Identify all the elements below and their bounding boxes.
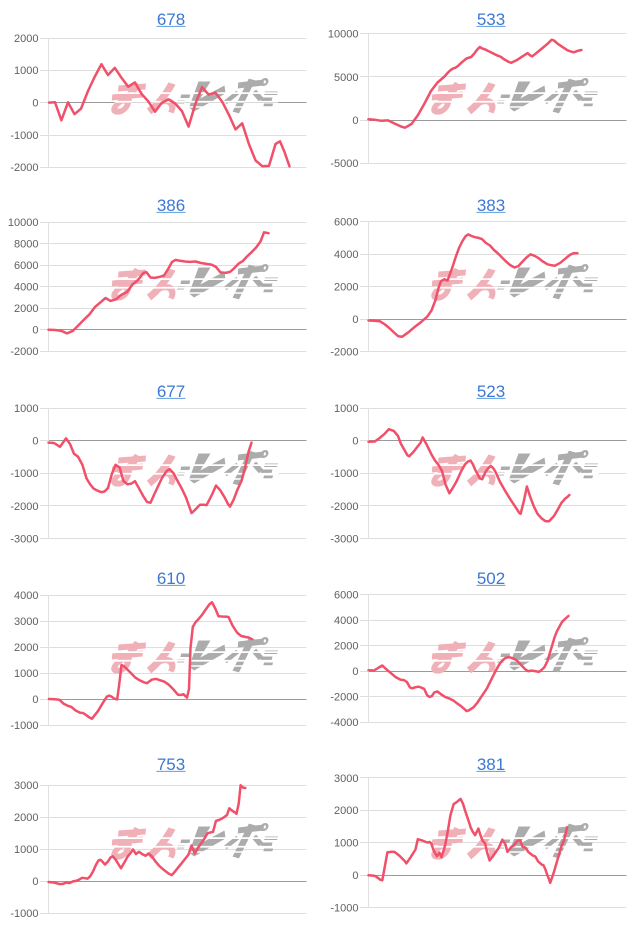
svg-text:-2000: -2000	[10, 346, 38, 358]
svg-text:0: 0	[352, 314, 358, 326]
svg-text:610: 610	[157, 569, 185, 588]
svg-text:-4000: -4000	[330, 717, 358, 729]
svg-text:1000: 1000	[334, 838, 358, 850]
svg-text:3000: 3000	[14, 616, 38, 628]
svg-text:1000: 1000	[334, 403, 358, 415]
svg-text:-2000: -2000	[330, 501, 358, 513]
svg-text:-1000: -1000	[10, 130, 38, 142]
svg-text:2000: 2000	[14, 812, 38, 824]
svg-text:0: 0	[32, 876, 38, 888]
svg-text:0: 0	[352, 666, 358, 678]
svg-text:2000: 2000	[334, 805, 358, 817]
svg-text:1000: 1000	[14, 844, 38, 856]
svg-text:678: 678	[157, 10, 185, 29]
svg-text:-2000: -2000	[330, 692, 358, 704]
svg-text:2000: 2000	[14, 303, 38, 315]
svg-text:0: 0	[352, 436, 358, 448]
svg-text:-1000: -1000	[10, 908, 38, 920]
svg-text:10000: 10000	[328, 29, 359, 41]
svg-text:-3000: -3000	[10, 533, 38, 545]
svg-text:4000: 4000	[14, 282, 38, 294]
svg-text:2000: 2000	[14, 642, 38, 654]
svg-text:0: 0	[352, 870, 358, 882]
svg-text:-2000: -2000	[330, 346, 358, 358]
svg-text:0: 0	[32, 436, 38, 448]
svg-text:383: 383	[477, 196, 505, 215]
svg-text:753: 753	[157, 755, 185, 774]
svg-text:1000: 1000	[14, 65, 38, 77]
svg-text:6000: 6000	[334, 590, 358, 602]
svg-text:-1000: -1000	[10, 468, 38, 480]
svg-text:2000: 2000	[334, 641, 358, 653]
svg-text:381: 381	[477, 755, 505, 774]
svg-text:10000: 10000	[8, 217, 39, 229]
svg-text:6000: 6000	[14, 260, 38, 272]
svg-text:502: 502	[477, 569, 505, 588]
svg-text:-1000: -1000	[330, 468, 358, 480]
svg-text:5000: 5000	[334, 72, 358, 84]
svg-text:6000: 6000	[334, 216, 358, 228]
svg-text:523: 523	[477, 382, 505, 401]
svg-text:677: 677	[157, 382, 185, 401]
svg-text:2000: 2000	[14, 33, 38, 45]
svg-text:1000: 1000	[14, 668, 38, 680]
svg-text:-1000: -1000	[330, 902, 358, 914]
svg-text:8000: 8000	[14, 239, 38, 251]
svg-text:-2000: -2000	[10, 162, 38, 174]
svg-text:4000: 4000	[334, 249, 358, 261]
svg-text:-1000: -1000	[10, 720, 38, 732]
svg-text:533: 533	[477, 10, 505, 29]
svg-text:0: 0	[32, 325, 38, 337]
svg-text:3000: 3000	[14, 780, 38, 792]
svg-text:3000: 3000	[334, 773, 358, 785]
svg-text:4000: 4000	[14, 590, 38, 602]
svg-text:4000: 4000	[334, 615, 358, 627]
svg-text:0: 0	[32, 694, 38, 706]
svg-text:0: 0	[32, 98, 38, 110]
svg-text:386: 386	[157, 196, 185, 215]
svg-text:2000: 2000	[334, 281, 358, 293]
svg-text:-2000: -2000	[10, 501, 38, 513]
svg-text:-5000: -5000	[330, 158, 358, 170]
svg-text:1000: 1000	[14, 403, 38, 415]
svg-text:0: 0	[352, 115, 358, 127]
svg-text:-3000: -3000	[330, 533, 358, 545]
